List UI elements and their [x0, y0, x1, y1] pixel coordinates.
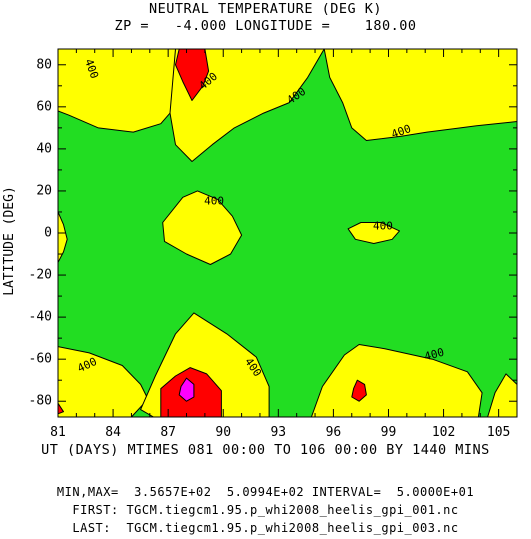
chart-title: NEUTRAL TEMPERATURE (DEG K) [149, 1, 382, 17]
y-tick-label-60: 60 [36, 99, 52, 114]
contour-regions [58, 49, 517, 417]
contour-region-2 [323, 49, 517, 141]
contour-label-5: 400 [373, 220, 393, 233]
footer-last-file: LAST: TGCM.tiegcm1.95.p_whi2008_heelis_g… [72, 521, 459, 535]
contour-region-10 [175, 49, 210, 101]
y-axis-title: LATITUDE (DEG) [2, 186, 17, 296]
contour-region-5 [347, 222, 400, 244]
y-tick-label-20: 20 [36, 183, 52, 198]
contour-label-3: 400 [390, 122, 413, 141]
contour-region-12 [351, 379, 367, 402]
contour-region-1 [169, 49, 325, 162]
contour-region-9 [487, 373, 517, 417]
contour-region-6 [58, 346, 149, 417]
x-tick-label-81: 81 [50, 425, 66, 440]
contour-region-13 [58, 402, 64, 415]
axis-ticks [57, 49, 518, 417]
contour-label-8: 400 [423, 346, 446, 364]
y-tick-label-80: 80 [36, 57, 52, 72]
chart-subtitle: ZP = -4.000 LONGITUDE = 180.00 [114, 18, 417, 34]
contour-label-0: 400 [82, 57, 101, 80]
x-tick-label-105: 105 [487, 425, 510, 440]
x-tick-label-96: 96 [326, 425, 342, 440]
x-tick-label-99: 99 [381, 425, 397, 440]
footer-first-file: FIRST: TGCM.tiegcm1.95.p_whi2008_heelis_… [72, 503, 459, 517]
y-tick-label--40: -40 [29, 310, 52, 325]
y-tick-labels: 80 60 40 20 0 -20 -40 -60 -80 [29, 57, 52, 408]
contour-region-3 [58, 211, 68, 263]
x-tick-labels: 81 84 87 90 93 96 99 102 105 [50, 425, 510, 440]
footer-minmax: MIN,MAX= 3.5657E+02 5.0994E+02 INTERVAL=… [56, 485, 475, 499]
y-tick-label--60: -60 [29, 352, 52, 367]
contour-region-14 [178, 377, 195, 402]
x-axis-title: UT (DAYS) MTIMES 081 00:00 TO 106 00:00 … [41, 442, 490, 458]
x-tick-label-93: 93 [270, 425, 286, 440]
y-tick-label--20: -20 [29, 268, 52, 283]
x-tick-label-90: 90 [215, 425, 231, 440]
y-tick-label--80: -80 [29, 394, 52, 409]
x-tick-label-87: 87 [160, 425, 176, 440]
x-tick-label-84: 84 [105, 425, 121, 440]
y-tick-label-0: 0 [44, 226, 52, 241]
contour-region-4 [162, 190, 243, 265]
y-tick-label-40: 40 [36, 141, 52, 156]
contour-label-4: 400 [204, 194, 224, 207]
x-tick-label-102: 102 [432, 425, 455, 440]
